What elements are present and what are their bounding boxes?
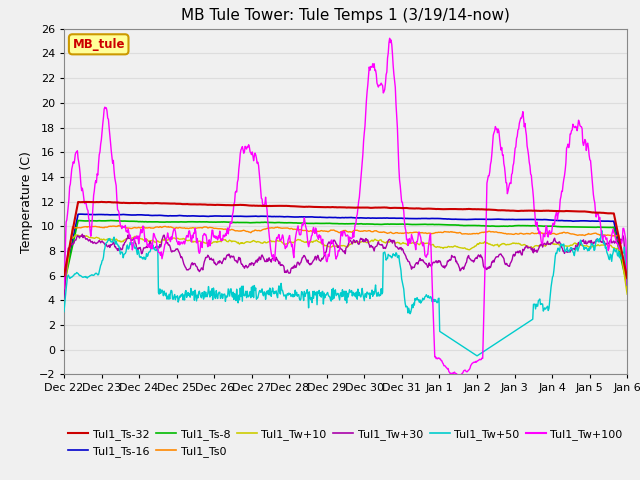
Tul1_Tw+10 bbox=[420, 240, 428, 246]
Tul1_Tw+10 bbox=[488, 242, 496, 248]
Tul1_Tw+30 bbox=[388, 238, 396, 243]
Tul1_Ts0 bbox=[60, 283, 68, 289]
Tul1_Tw+10 bbox=[72, 232, 80, 238]
Tul1_Ts-16 bbox=[420, 216, 428, 221]
Tul1_Ts-16 bbox=[546, 217, 554, 223]
Tul1_Tw+50 bbox=[60, 309, 68, 314]
Tul1_Ts-8 bbox=[546, 223, 554, 229]
Tul1_Tw+100 bbox=[388, 42, 396, 48]
Line: Tul1_Tw+30: Tul1_Tw+30 bbox=[64, 234, 627, 298]
Tul1_Tw+100 bbox=[95, 161, 102, 167]
Tul1_Tw+50 bbox=[419, 295, 427, 301]
Tul1_Tw+30 bbox=[488, 259, 496, 264]
Tul1_Ts-8 bbox=[420, 221, 428, 227]
Tul1_Tw+10 bbox=[95, 235, 103, 241]
Title: MB Tule Tower: Tule Temps 1 (3/19/14-now): MB Tule Tower: Tule Temps 1 (3/19/14-now… bbox=[181, 9, 510, 24]
Tul1_Tw+30 bbox=[546, 241, 554, 247]
Tul1_Tw+50 bbox=[623, 282, 631, 288]
Tul1_Ts0 bbox=[546, 231, 554, 237]
Tul1_Tw+100 bbox=[403, 237, 410, 242]
Tul1_Tw+100 bbox=[386, 36, 394, 41]
Tul1_Ts-32 bbox=[95, 199, 103, 205]
Tul1_Tw+100 bbox=[547, 231, 554, 237]
Tul1_Tw+10 bbox=[388, 238, 396, 244]
Tul1_Tw+50 bbox=[546, 299, 554, 304]
Tul1_Tw+10 bbox=[623, 291, 631, 297]
Tul1_Ts-8 bbox=[107, 217, 115, 223]
Line: Tul1_Tw+50: Tul1_Tw+50 bbox=[64, 230, 627, 356]
Tul1_Tw+100 bbox=[60, 286, 68, 292]
Tul1_Ts-32 bbox=[546, 208, 554, 214]
Tul1_Ts0 bbox=[95, 224, 102, 230]
Tul1_Tw+30 bbox=[95, 238, 103, 243]
Line: Tul1_Ts-8: Tul1_Ts-8 bbox=[64, 220, 627, 286]
Tul1_Tw+50 bbox=[95, 272, 102, 277]
Tul1_Tw+50 bbox=[598, 228, 605, 233]
Tul1_Tw+100 bbox=[623, 282, 631, 288]
Tul1_Ts-32 bbox=[488, 207, 496, 213]
Tul1_Ts-16 bbox=[60, 279, 68, 285]
Tul1_Tw+50 bbox=[473, 353, 481, 359]
Tul1_Ts-8 bbox=[623, 283, 631, 288]
Tul1_Ts-32 bbox=[81, 199, 89, 205]
Tul1_Ts-16 bbox=[623, 279, 631, 285]
Tul1_Ts-32 bbox=[403, 205, 410, 211]
Tul1_Tw+30 bbox=[403, 256, 410, 262]
Tul1_Ts0 bbox=[403, 230, 410, 236]
Tul1_Ts-32 bbox=[420, 206, 428, 212]
Line: Tul1_Ts-16: Tul1_Ts-16 bbox=[64, 214, 627, 282]
Text: MB_tule: MB_tule bbox=[72, 38, 125, 51]
Tul1_Ts-16 bbox=[95, 212, 103, 217]
Tul1_Tw+50 bbox=[387, 254, 395, 260]
Tul1_Ts-16 bbox=[78, 211, 86, 217]
Tul1_Tw+100 bbox=[420, 240, 428, 245]
Tul1_Tw+30 bbox=[79, 231, 86, 237]
Line: Tul1_Tw+10: Tul1_Tw+10 bbox=[64, 235, 627, 294]
Tul1_Tw+10 bbox=[403, 241, 410, 247]
Tul1_Ts0 bbox=[420, 230, 428, 236]
Tul1_Tw+100 bbox=[489, 142, 497, 148]
Line: Tul1_Ts-32: Tul1_Ts-32 bbox=[64, 202, 627, 278]
Y-axis label: Temperature (C): Temperature (C) bbox=[20, 151, 33, 252]
Tul1_Ts-8 bbox=[95, 218, 102, 224]
Tul1_Tw+100 bbox=[456, 374, 463, 380]
Tul1_Ts-32 bbox=[60, 273, 68, 278]
Tul1_Ts-8 bbox=[60, 282, 68, 288]
Tul1_Ts-32 bbox=[623, 275, 631, 281]
Tul1_Tw+30 bbox=[623, 282, 631, 288]
Tul1_Ts-16 bbox=[488, 216, 496, 222]
Tul1_Ts0 bbox=[115, 223, 122, 228]
Legend: Tul1_Ts-32, Tul1_Ts-16, Tul1_Ts-8, Tul1_Ts0, Tul1_Tw+10, Tul1_Tw+30, Tul1_Tw+50,: Tul1_Ts-32, Tul1_Ts-16, Tul1_Ts-8, Tul1_… bbox=[64, 425, 627, 461]
Line: Tul1_Tw+100: Tul1_Tw+100 bbox=[64, 38, 627, 377]
Tul1_Ts0 bbox=[488, 229, 496, 235]
Tul1_Ts-8 bbox=[388, 221, 396, 227]
Tul1_Tw+30 bbox=[420, 259, 428, 264]
Tul1_Tw+50 bbox=[488, 343, 496, 349]
Tul1_Ts-8 bbox=[403, 221, 410, 227]
Tul1_Tw+30 bbox=[60, 295, 68, 301]
Tul1_Tw+50 bbox=[402, 304, 410, 310]
Line: Tul1_Ts0: Tul1_Ts0 bbox=[64, 226, 627, 290]
Tul1_Ts0 bbox=[623, 288, 631, 293]
Tul1_Ts-16 bbox=[388, 216, 396, 221]
Tul1_Ts0 bbox=[388, 230, 396, 236]
Tul1_Ts-32 bbox=[388, 205, 396, 211]
Tul1_Ts-16 bbox=[403, 216, 410, 221]
Tul1_Ts-8 bbox=[488, 223, 496, 229]
Tul1_Tw+10 bbox=[60, 291, 68, 297]
Tul1_Tw+10 bbox=[546, 241, 554, 247]
